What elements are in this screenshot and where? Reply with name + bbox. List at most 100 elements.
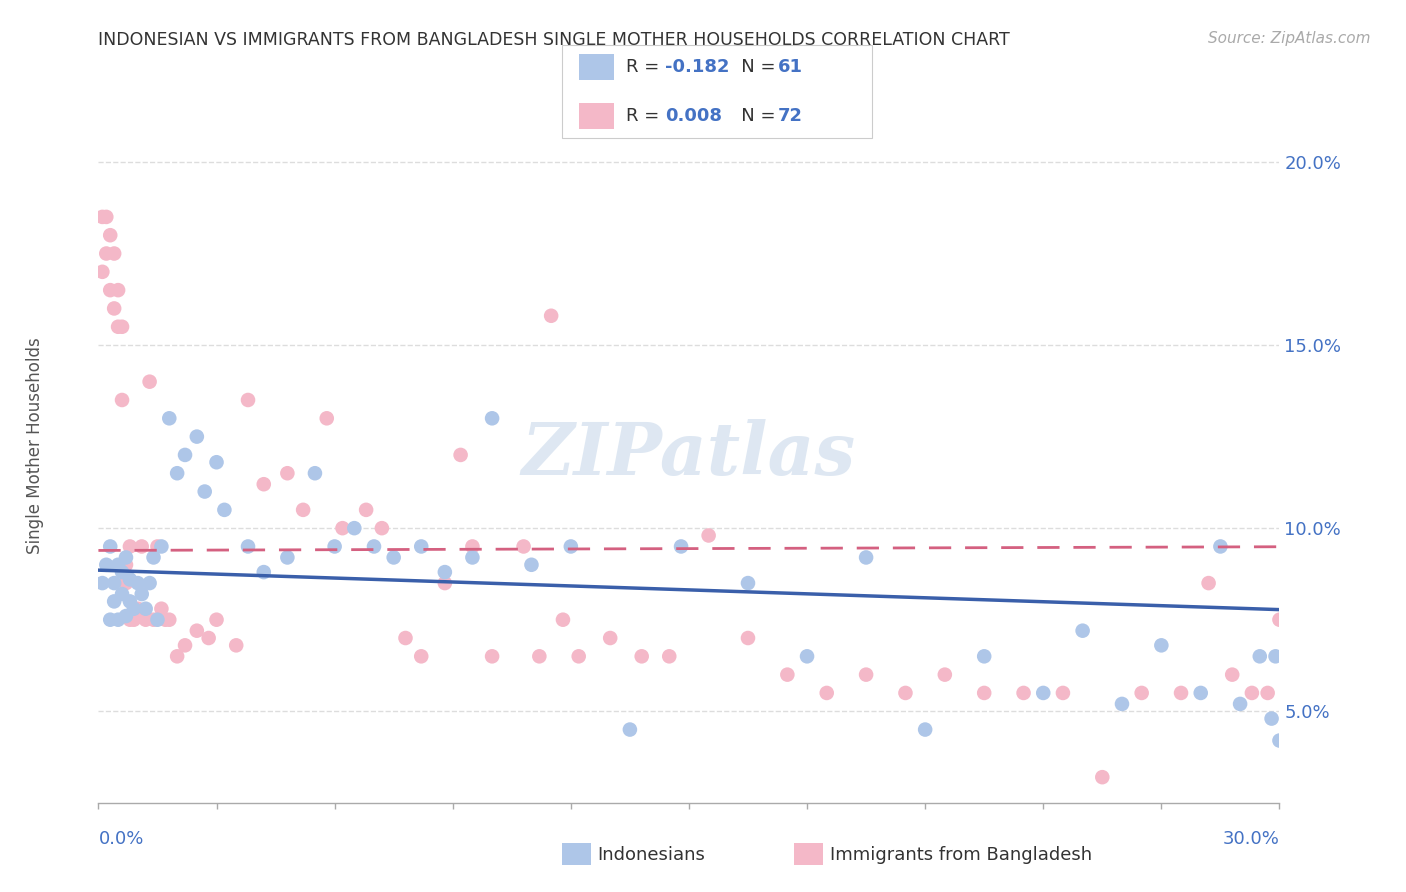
Text: -0.182: -0.182 <box>665 58 730 76</box>
Point <box>91 576 114 591</box>
Text: Indonesians: Indonesians <box>598 846 706 863</box>
Point <box>354 503 377 517</box>
Point <box>98 283 121 297</box>
Point <box>630 649 652 664</box>
Point <box>371 521 394 535</box>
Point <box>107 613 129 627</box>
Point <box>111 587 134 601</box>
Text: R =: R = <box>626 58 665 76</box>
Point <box>253 477 276 491</box>
Point <box>157 411 180 425</box>
Point <box>481 649 503 664</box>
Point <box>115 550 138 565</box>
Point <box>1260 712 1282 726</box>
Point <box>111 319 134 334</box>
Point <box>174 448 197 462</box>
Point <box>1240 686 1263 700</box>
Text: 30.0%: 30.0% <box>1223 830 1279 847</box>
Point <box>1268 733 1291 747</box>
Point <box>118 613 141 627</box>
Point <box>150 540 173 554</box>
Point <box>118 594 141 608</box>
Point <box>461 550 484 565</box>
Point <box>776 667 799 681</box>
Point <box>1249 649 1271 664</box>
Text: N =: N = <box>724 58 782 76</box>
Point <box>551 613 574 627</box>
Text: Single Mother Households: Single Mother Households <box>27 338 44 554</box>
Point <box>96 246 118 260</box>
Point <box>540 309 562 323</box>
Point <box>394 631 416 645</box>
Point <box>91 210 114 224</box>
Point <box>122 601 145 615</box>
Point <box>304 467 326 481</box>
Point <box>619 723 641 737</box>
Point <box>1071 624 1094 638</box>
Point <box>669 540 692 554</box>
Point <box>411 649 433 664</box>
Text: 0.008: 0.008 <box>665 107 723 125</box>
Point <box>225 638 247 652</box>
Point <box>135 601 157 615</box>
Point <box>1257 686 1279 700</box>
Point <box>155 613 177 627</box>
Point <box>150 601 173 615</box>
Point <box>1268 613 1291 627</box>
Point <box>520 558 543 572</box>
Point <box>197 631 219 645</box>
Point <box>796 649 818 664</box>
Point <box>737 576 759 591</box>
Point <box>1012 686 1035 700</box>
Point <box>166 649 188 664</box>
Point <box>1209 540 1232 554</box>
Point <box>1170 686 1192 700</box>
Point <box>343 521 366 535</box>
Point <box>433 576 456 591</box>
Point <box>1150 638 1173 652</box>
Point <box>450 448 472 462</box>
Point <box>292 503 315 517</box>
Point <box>107 558 129 572</box>
Point <box>481 411 503 425</box>
Point <box>253 565 276 579</box>
Point <box>186 624 208 638</box>
Point <box>166 467 188 481</box>
Point <box>363 540 385 554</box>
Point <box>131 540 153 554</box>
Point <box>433 565 456 579</box>
Point <box>1189 686 1212 700</box>
Point <box>131 587 153 601</box>
Point <box>461 540 484 554</box>
Point <box>205 613 228 627</box>
Point <box>512 540 534 554</box>
Point <box>98 228 121 243</box>
Point <box>1220 667 1243 681</box>
Point <box>1032 686 1054 700</box>
Text: 72: 72 <box>778 107 803 125</box>
Point <box>115 576 138 591</box>
Point <box>122 613 145 627</box>
Point <box>135 613 157 627</box>
Point <box>658 649 681 664</box>
Point <box>382 550 405 565</box>
Point <box>737 631 759 645</box>
Point <box>1091 770 1114 784</box>
Point <box>146 613 169 627</box>
Point <box>115 609 138 624</box>
Point <box>107 319 129 334</box>
Point <box>127 576 149 591</box>
Point <box>1198 576 1220 591</box>
Point <box>529 649 551 664</box>
Point <box>142 550 165 565</box>
Text: R =: R = <box>626 107 665 125</box>
Text: Source: ZipAtlas.com: Source: ZipAtlas.com <box>1208 31 1371 46</box>
Text: 0.0%: 0.0% <box>98 830 143 847</box>
Point <box>138 375 160 389</box>
Point <box>1052 686 1074 700</box>
Point <box>103 246 125 260</box>
Point <box>1264 649 1286 664</box>
Point <box>560 540 582 554</box>
Point <box>315 411 337 425</box>
Point <box>934 667 956 681</box>
